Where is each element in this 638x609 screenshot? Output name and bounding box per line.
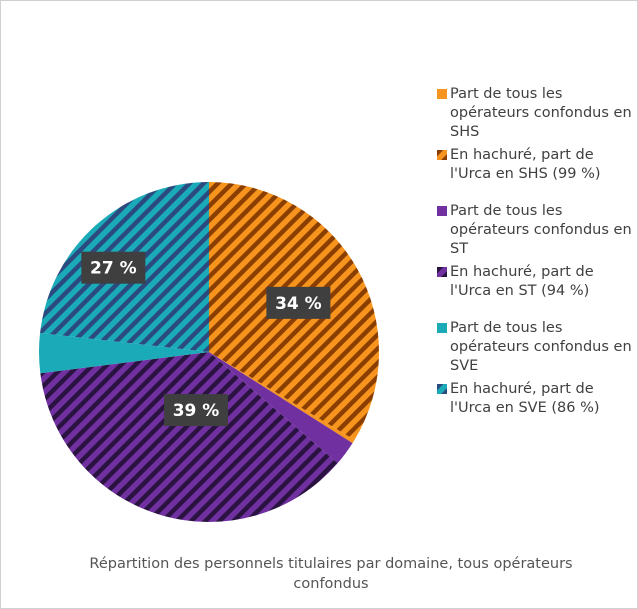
pie-slice <box>209 352 353 464</box>
legend-group: Part de tous les opérateurs confondus en… <box>437 319 633 418</box>
legend-label: Part de tous les opérateurs confondus en… <box>450 203 632 257</box>
legend-swatch <box>437 384 447 394</box>
legend-item: En hachuré, part de l'Urca en SVE (86 %) <box>437 380 633 418</box>
label-box <box>266 286 331 319</box>
data-label: 27 % <box>90 259 137 279</box>
legend-label: Part de tous les opérateurs confondus en… <box>450 86 632 140</box>
data-label: 34 % <box>275 294 322 314</box>
legend-label: Part de tous les opérateurs confondus en… <box>450 320 632 374</box>
legend-item: En hachuré, part de l'Urca en ST (94 %) <box>437 263 633 301</box>
pie-slice <box>40 352 338 522</box>
legend-group: Part de tous les opérateurs confondus en… <box>437 85 633 184</box>
pie-slice <box>38 333 210 374</box>
data-label: 39 % <box>173 401 220 421</box>
label-box <box>164 394 229 427</box>
legend: Part de tous les opérateurs confondus en… <box>437 85 633 418</box>
legend-item: Part de tous les opérateurs confondus en… <box>437 85 633 142</box>
legend-item: En hachuré, part de l'Urca en SHS (99 %) <box>437 146 633 184</box>
legend-swatch <box>437 206 447 216</box>
legend-swatch <box>437 150 447 160</box>
legend-group: Part de tous les opérateurs confondus en… <box>437 202 633 301</box>
legend-item: Part de tous les opérateurs confondus en… <box>437 319 633 376</box>
legend-item: Part de tous les opérateurs confondus en… <box>437 202 633 259</box>
legend-label: En hachuré, part de l'Urca en SVE (86 %) <box>450 381 600 416</box>
pie-slice <box>209 352 355 444</box>
label-box <box>81 251 146 284</box>
legend-swatch <box>437 323 447 333</box>
legend-label: En hachuré, part de l'Urca en ST (94 %) <box>450 264 594 299</box>
chart-title: Répartition des personnels titulaires pa… <box>89 556 573 592</box>
legend-swatch <box>437 89 447 99</box>
legend-label: En hachuré, part de l'Urca en SHS (99 %) <box>450 147 601 182</box>
legend-swatch <box>437 267 447 277</box>
